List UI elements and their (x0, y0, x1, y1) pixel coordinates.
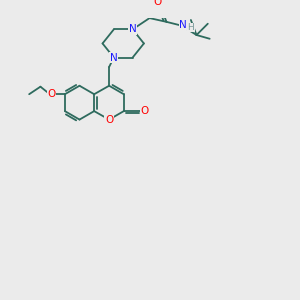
Text: O: O (105, 115, 113, 124)
Text: O: O (140, 106, 148, 116)
Text: N: N (129, 24, 136, 34)
Text: O: O (48, 89, 56, 99)
Text: N: N (179, 20, 187, 30)
Text: H: H (188, 23, 194, 32)
Text: N: N (110, 52, 118, 63)
Text: O: O (154, 0, 162, 7)
